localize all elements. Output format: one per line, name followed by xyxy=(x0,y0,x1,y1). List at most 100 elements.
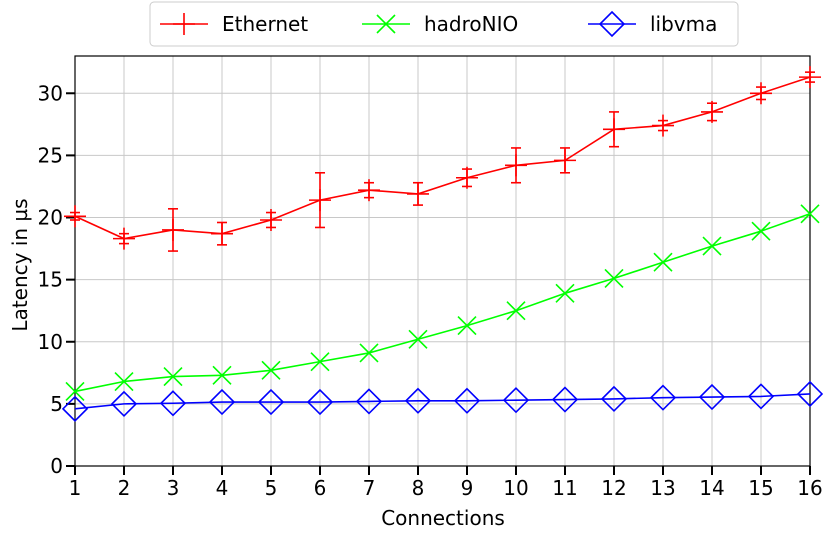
x-marker-b xyxy=(65,381,85,402)
data-point xyxy=(159,390,187,417)
data-point xyxy=(750,82,772,105)
data-point xyxy=(355,388,383,415)
legend-entry-libvma: libvma xyxy=(588,10,717,38)
x-marker-b xyxy=(653,252,673,272)
y-tick-label: 20 xyxy=(38,206,63,230)
legend-label: hadroNIO xyxy=(424,12,518,36)
data-point xyxy=(64,205,86,228)
x-marker-b xyxy=(751,221,771,241)
x-marker-b xyxy=(555,283,575,303)
x-tick-label: 12 xyxy=(601,476,626,500)
data-point xyxy=(162,218,184,241)
y-tick-label: 5 xyxy=(50,392,63,416)
data-point xyxy=(800,204,820,224)
y-tick-label: 30 xyxy=(38,81,63,105)
x-marker-b xyxy=(376,14,396,34)
series-ethernet xyxy=(64,66,821,252)
x-tick-label: 11 xyxy=(552,476,577,500)
data-point xyxy=(653,252,673,272)
x-marker-b xyxy=(261,360,281,380)
x-tick-label: 1 xyxy=(69,476,82,500)
data-point xyxy=(257,388,285,416)
x-tick-label: 15 xyxy=(748,476,773,500)
data-point xyxy=(306,388,334,416)
series-line xyxy=(74,213,811,393)
x-tick-label: 9 xyxy=(461,476,474,500)
data-point xyxy=(456,166,478,189)
legend-box xyxy=(149,1,739,47)
data-point xyxy=(110,390,138,418)
data-point xyxy=(702,236,722,256)
y-tick-label: 15 xyxy=(38,268,63,292)
legend-entry-ethernet: Ethernet xyxy=(160,12,308,36)
data-point xyxy=(453,387,481,414)
x-tick-label: 7 xyxy=(363,476,376,500)
data-point xyxy=(554,149,576,172)
data-point xyxy=(505,154,527,177)
x-marker-b xyxy=(800,204,820,224)
x-tick-label: 3 xyxy=(167,476,180,500)
data-point xyxy=(65,381,85,402)
data-point xyxy=(799,66,821,89)
series-line xyxy=(74,76,811,240)
data-point xyxy=(309,189,331,212)
grid xyxy=(74,56,811,467)
data-point xyxy=(698,383,726,411)
x-tick-label: 5 xyxy=(265,476,278,500)
data-point xyxy=(649,384,677,411)
legend-label: Ethernet xyxy=(222,12,308,36)
y-tick-label: 0 xyxy=(50,454,63,478)
data-point xyxy=(701,100,723,123)
x-marker-b xyxy=(114,371,134,392)
data-point xyxy=(114,371,134,392)
x-marker-b xyxy=(163,366,183,387)
x-tick-label: 4 xyxy=(216,476,229,500)
legend-entry-hadronio: hadroNIO xyxy=(362,12,518,36)
data-point xyxy=(604,268,624,288)
data-point xyxy=(407,182,429,205)
data-point xyxy=(211,222,233,245)
data-point xyxy=(163,366,183,387)
x-tick-label: 2 xyxy=(118,476,131,500)
x-marker-b xyxy=(310,352,330,372)
x-axis-label: Connections xyxy=(381,506,505,530)
series xyxy=(61,66,824,422)
x-tick-label: 10 xyxy=(503,476,528,500)
x-tick-label: 14 xyxy=(699,476,724,500)
plot-frame xyxy=(74,55,811,467)
data-point xyxy=(600,385,628,413)
data-point xyxy=(747,383,775,410)
data-point xyxy=(310,352,330,372)
x-tick-label: 13 xyxy=(650,476,675,500)
data-point xyxy=(260,209,282,231)
x-marker-b xyxy=(506,301,526,321)
data-point xyxy=(506,301,526,321)
data-point xyxy=(751,221,771,241)
data-point xyxy=(502,387,530,414)
series-libvma xyxy=(61,380,824,422)
data-point xyxy=(173,13,195,35)
legend: Ethernet hadroNIO libvma xyxy=(149,1,739,47)
x-marker-b xyxy=(359,343,379,363)
series-hadronio xyxy=(65,204,820,402)
data-point xyxy=(555,283,575,303)
x-marker-b xyxy=(457,316,477,336)
data-point xyxy=(212,365,232,385)
data-point xyxy=(551,386,579,413)
y-tick-label: 25 xyxy=(38,143,63,167)
data-point xyxy=(603,118,625,141)
x-marker-b xyxy=(408,329,428,349)
data-point xyxy=(404,387,432,414)
x-tick-label: 16 xyxy=(797,476,822,500)
data-point xyxy=(261,360,281,380)
x-marker-b xyxy=(702,236,722,256)
y-tick-label: 10 xyxy=(38,330,63,354)
legend-label: libvma xyxy=(650,12,717,36)
data-point xyxy=(376,14,396,34)
data-point xyxy=(796,380,824,408)
data-point xyxy=(457,316,477,336)
data-point xyxy=(408,329,428,349)
x-marker-b xyxy=(212,365,232,385)
y-axis-label: Latency in µs xyxy=(8,198,32,331)
